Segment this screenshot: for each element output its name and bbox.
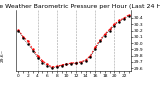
Text: 29.6~: 29.6~ (0, 49, 4, 62)
Title: Milwaukee Weather Barometric Pressure per Hour (Last 24 Hours): Milwaukee Weather Barometric Pressure pe… (0, 4, 160, 9)
